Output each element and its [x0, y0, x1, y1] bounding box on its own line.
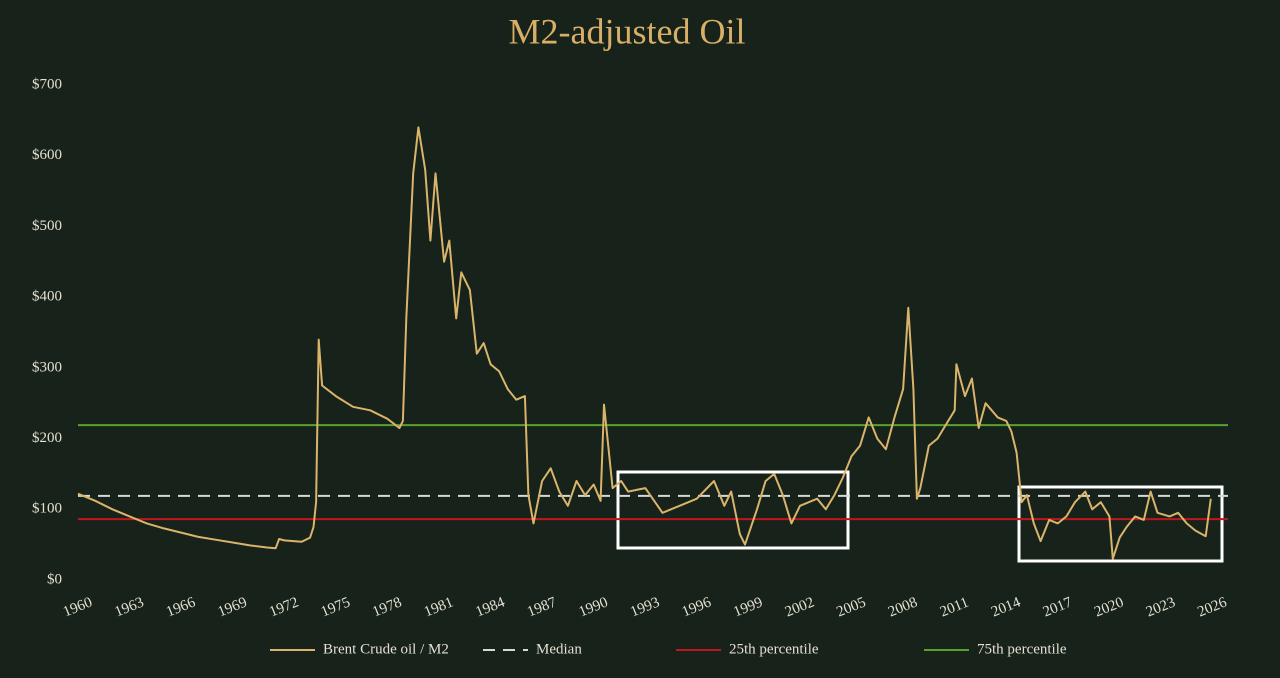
y-tick-label: $200: [32, 430, 62, 446]
legend-label: 25th percentile: [729, 641, 819, 657]
y-tick-label: $100: [32, 501, 62, 517]
data-line: [77, 126, 1212, 560]
y-tick-label: $600: [32, 147, 62, 163]
legend-label: Median: [536, 641, 582, 657]
y-tick-label: $0: [47, 571, 62, 587]
y-tick-label: $400: [32, 289, 62, 305]
chart-title: M2-adjusted Oil: [509, 11, 746, 51]
highlight-box: [616, 470, 850, 550]
legend-label: Brent Crude oil / M2: [323, 641, 449, 657]
y-tick-label: $700: [32, 76, 62, 92]
y-tick-label: $300: [32, 359, 62, 375]
legend-label: 75th percentile: [977, 641, 1067, 657]
highlight-box: [1017, 485, 1224, 563]
y-tick-label: $500: [32, 218, 62, 234]
